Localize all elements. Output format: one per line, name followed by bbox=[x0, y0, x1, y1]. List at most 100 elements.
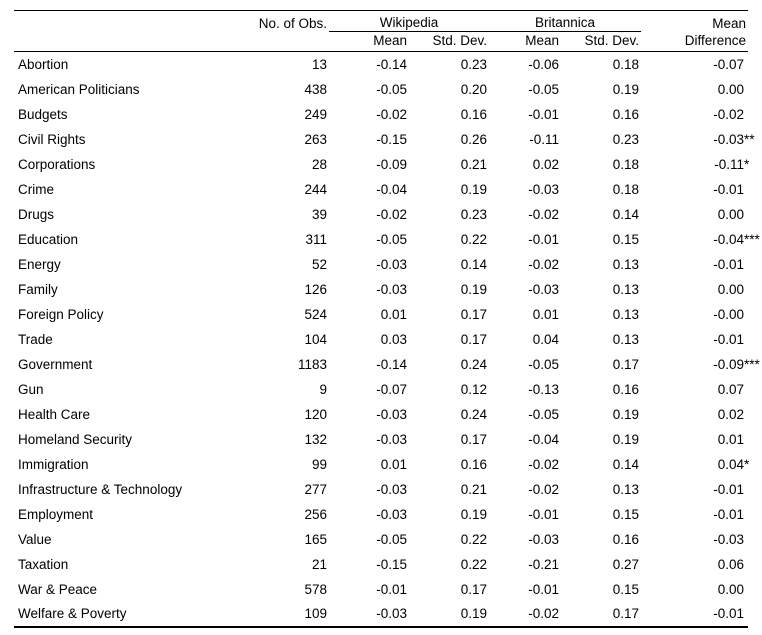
cell-wiki_mean: -0.03 bbox=[376, 506, 407, 522]
cell-topic: Abortion bbox=[18, 56, 69, 72]
cell-wiki_sd: 0.24 bbox=[460, 406, 487, 422]
table-row: Immigration 99 0.01 0.16 -0.02 0.14 0.04* bbox=[14, 452, 749, 477]
cell-wiki_sd: 0.23 bbox=[460, 56, 487, 72]
cell-topic: War & Peace bbox=[18, 581, 98, 597]
cell-wiki_sd: 0.17 bbox=[460, 306, 487, 322]
diff-value: 0.00 bbox=[717, 81, 745, 97]
cell-diff: 0.06 bbox=[641, 552, 748, 577]
table-row: Trade 104 0.03 0.17 0.04 0.13 -0.01 bbox=[14, 327, 748, 352]
cell-wiki_sd: 0.21 bbox=[460, 156, 487, 172]
cell-wiki_sd: 0.26 bbox=[460, 131, 487, 147]
cell-obs: 104 bbox=[304, 331, 327, 347]
cell-topic: American Politicians bbox=[18, 81, 140, 97]
cell-wiki_mean: -0.02 bbox=[376, 106, 407, 122]
cell-topic: Crime bbox=[18, 181, 54, 197]
cell-diff: -0.04*** bbox=[713, 231, 760, 247]
wikipedia-stddev-header: Std. Dev. bbox=[409, 31, 489, 52]
cell-topic: Budgets bbox=[18, 106, 68, 122]
table-row: American Politicians 438 -0.05 0.20 -0.05 0.1… bbox=[14, 77, 748, 102]
cell-wiki_sd: 0.20 bbox=[460, 81, 487, 97]
diff-value: -0.09 bbox=[713, 356, 745, 372]
table-row: Taxation 21 -0.15 0.22 -0.21 0.27 0.06 bbox=[14, 552, 748, 577]
cell-brit_mean: 0.02 bbox=[532, 156, 559, 172]
cell-brit_sd: 0.13 bbox=[612, 256, 640, 272]
cell-brit_mean: -0.02 bbox=[528, 256, 559, 272]
cell-wiki_mean: -0.15 bbox=[376, 131, 407, 147]
cell-brit_sd: 0.18 bbox=[612, 156, 640, 172]
diff-value: -0.11 bbox=[714, 156, 745, 172]
wikipedia-mean-header: Mean bbox=[329, 31, 409, 52]
obs-header: No. of Obs. bbox=[229, 10, 329, 32]
cell-diff: -0.09*** bbox=[713, 356, 760, 372]
cell-brit_mean: -0.03 bbox=[528, 531, 559, 547]
cell-wiki_mean: -0.09 bbox=[376, 156, 407, 172]
cell-wiki_sd: 0.22 bbox=[460, 556, 487, 572]
table-row: Health Care 120 -0.03 0.24 -0.05 0.19 0.02 bbox=[14, 402, 748, 427]
cell-wiki_sd: 0.12 bbox=[460, 381, 487, 397]
cell-obs: 28 bbox=[311, 156, 327, 172]
cell-diff: 0.00 bbox=[641, 277, 748, 302]
cell-wiki_sd: 0.19 bbox=[409, 601, 489, 628]
diff-value: 0.00 bbox=[717, 581, 745, 597]
cell-obs: 524 bbox=[304, 306, 327, 322]
cell-topic: Foreign Policy bbox=[18, 306, 104, 322]
obs-subheader-spacer bbox=[229, 31, 329, 52]
diff-value: -0.01 bbox=[713, 606, 745, 621]
cell-wiki_mean: -0.05 bbox=[376, 231, 407, 247]
cell-brit_mean: -0.02 bbox=[489, 601, 561, 628]
cell-brit_sd: 0.13 bbox=[612, 306, 640, 322]
diff-value: -0.03 bbox=[713, 131, 745, 147]
diff-value: -0.03 bbox=[713, 531, 745, 547]
cell-wiki_mean: -0.03 bbox=[376, 281, 407, 297]
cell-obs: 263 bbox=[304, 131, 327, 147]
statistics-table: No. of Obs. Wikipedia Britannica Mean Me… bbox=[14, 10, 760, 628]
cell-topic: Health Care bbox=[18, 406, 91, 422]
cell-brit_mean: -0.01 bbox=[528, 506, 559, 522]
cell-brit_mean: -0.05 bbox=[528, 356, 559, 372]
cell-wiki_mean: -0.03 bbox=[376, 431, 407, 447]
table-row: Energy 52 -0.03 0.14 -0.02 0.13 -0.01 bbox=[14, 252, 748, 277]
cell-obs: 311 bbox=[305, 231, 327, 247]
cell-topic: Government bbox=[18, 356, 93, 372]
cell-brit_mean: -0.02 bbox=[528, 206, 559, 222]
table-row: Education 311 -0.05 0.22 -0.01 0.15 -0.04*** bbox=[14, 227, 760, 252]
cell-wiki_sd: 0.19 bbox=[460, 181, 487, 197]
cell-diff: 0.00 bbox=[641, 77, 748, 102]
cell-diff: -0.01 bbox=[641, 177, 748, 202]
header-row-subheaders: Mean Std. Dev. Mean Std. Dev. Difference bbox=[14, 31, 749, 52]
table-row: Employment 256 -0.03 0.19 -0.01 0.15 -0.01 bbox=[14, 502, 748, 527]
table-row: Gun 9 -0.07 0.12 -0.13 0.16 0.07 bbox=[14, 377, 748, 402]
diff-value: -0.00 bbox=[713, 306, 745, 322]
table-row: Foreign Policy 524 0.01 0.17 0.01 0.13 -0.00 bbox=[14, 302, 748, 327]
diff-value: 0.01 bbox=[717, 431, 745, 447]
cell-diff: -0.03** bbox=[713, 131, 755, 147]
cell-wiki_mean: -0.14 bbox=[376, 356, 407, 372]
cell-wiki_sd: 0.19 bbox=[460, 281, 487, 297]
diff-value: 0.02 bbox=[717, 406, 745, 422]
table-header: No. of Obs. Wikipedia Britannica Mean Me… bbox=[14, 10, 749, 52]
cell-obs: 1183 bbox=[297, 356, 327, 372]
cell-wiki_mean: -0.05 bbox=[376, 531, 407, 547]
cell-topic: Welfare & Poverty bbox=[14, 601, 229, 628]
cell-wiki_mean: -0.01 bbox=[376, 581, 407, 597]
cell-brit_sd: 0.13 bbox=[612, 331, 640, 347]
cell-wiki_mean: -0.03 bbox=[376, 481, 407, 497]
cell-wiki_mean: -0.15 bbox=[376, 556, 407, 572]
cell-brit_mean: -0.05 bbox=[528, 406, 559, 422]
cell-wiki_mean: -0.03 bbox=[329, 601, 409, 628]
table-row: Crime 244 -0.04 0.19 -0.03 0.18 -0.01 bbox=[14, 177, 748, 202]
diff-value: -0.07 bbox=[713, 56, 745, 72]
cell-wiki_mean: -0.03 bbox=[376, 256, 407, 272]
cell-diff: -0.01 bbox=[641, 502, 748, 527]
britannica-stddev-header: Std. Dev. bbox=[561, 31, 642, 52]
cell-wiki_mean: 0.01 bbox=[380, 456, 407, 472]
cell-topic: Family bbox=[18, 281, 58, 297]
table-row: Family 126 -0.03 0.19 -0.03 0.13 0.00 bbox=[14, 277, 748, 302]
cell-wiki_mean: 0.03 bbox=[380, 331, 407, 347]
cell-brit_sd: 0.23 bbox=[612, 131, 640, 147]
cell-obs: 39 bbox=[311, 206, 327, 222]
cell-wiki_mean: -0.05 bbox=[376, 81, 407, 97]
table-row: War & Peace 578 -0.01 0.17 -0.01 0.15 0.00 bbox=[14, 577, 748, 602]
table-row: Homeland Security 132 -0.03 0.17 -0.04 0.19 0.… bbox=[14, 427, 748, 452]
